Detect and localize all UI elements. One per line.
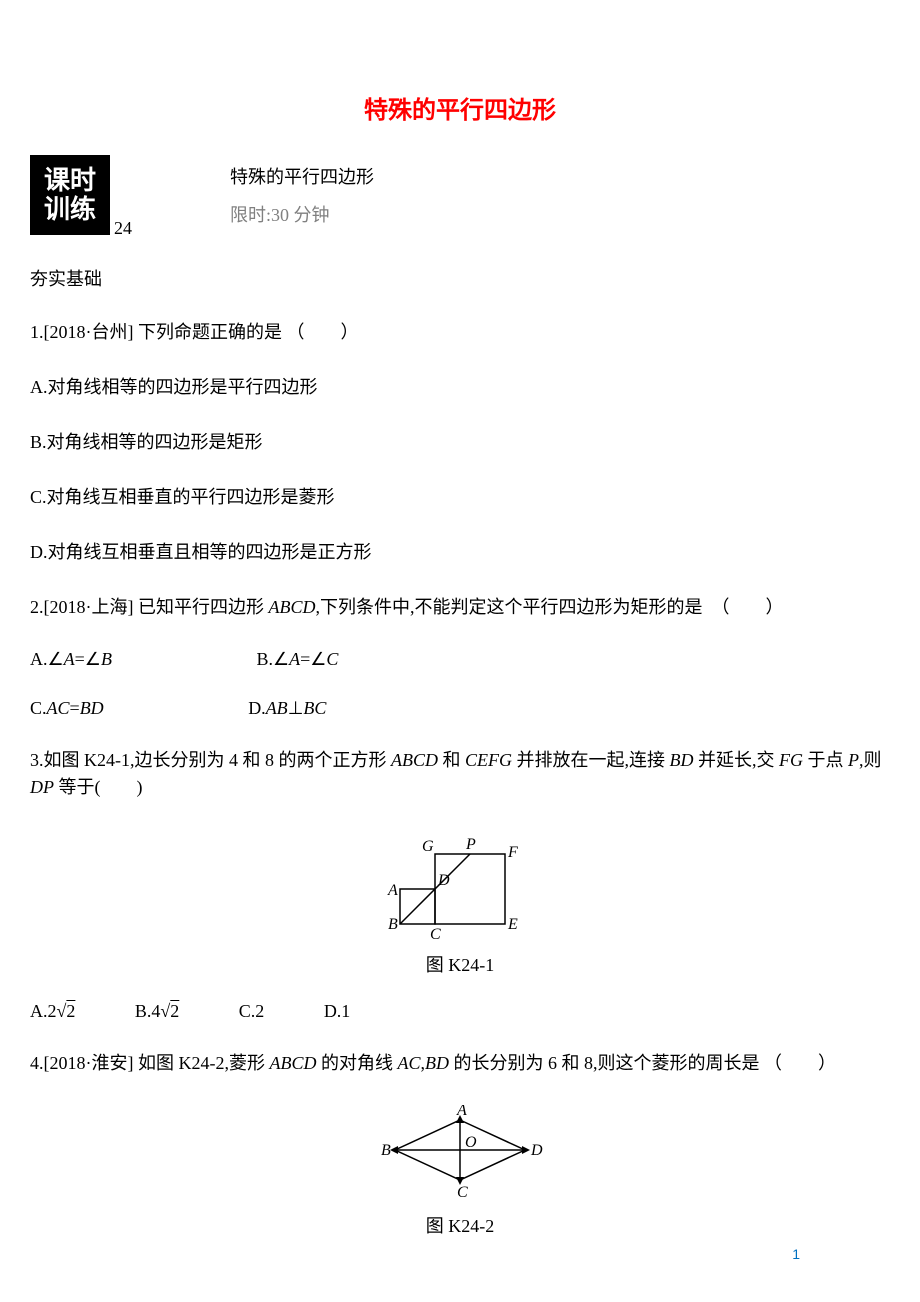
q3-p: P bbox=[848, 750, 859, 770]
figure-k24-2-caption: 图 K24-2 bbox=[30, 1212, 890, 1238]
q2-option-c: C.AC=BD bbox=[30, 698, 104, 719]
lesson-badge: 课时 训练 24 bbox=[30, 155, 110, 235]
q2a-var2: B bbox=[101, 649, 112, 669]
q3-s3: 并排放在一起,连接 bbox=[512, 750, 670, 770]
q3-s7: 等于( ) bbox=[54, 777, 143, 797]
header-row: 课时 训练 24 特殊的平行四边形 限时:30 分钟 bbox=[30, 155, 890, 235]
q2c-var1: AC bbox=[47, 698, 70, 718]
q4-abcd: ABCD bbox=[269, 1053, 316, 1073]
q4-stem: 4.[2018·淮安] 如图 K24-2,菱形 ABCD 的对角线 AC,BD … bbox=[30, 1050, 890, 1077]
fig2-label-D: D bbox=[530, 1142, 543, 1159]
badge-number: 24 bbox=[114, 219, 132, 239]
q3a-pre: A.2 bbox=[30, 1001, 57, 1021]
q4-s2: 的对角线 bbox=[316, 1053, 397, 1073]
q3a-sqrt-icon: √ bbox=[57, 1001, 67, 1021]
q3-option-a: A.2√2 bbox=[30, 1001, 75, 1022]
q2-stem-post: ,下列条件中,不能判定这个平行四边形为矩形的是 （ ） bbox=[315, 597, 783, 617]
q2-options-row1: A.∠A=∠B B.∠A=∠C bbox=[30, 649, 890, 670]
document-title: 特殊的平行四边形 bbox=[30, 90, 890, 125]
figure-k24-2-svg: A B C D O bbox=[375, 1105, 545, 1200]
figure-k24-1-caption: 图 K24-1 bbox=[30, 951, 890, 977]
q3b-pre: B.4 bbox=[135, 1001, 161, 1021]
q1-option-c: C.对角线互相垂直的平行四边形是菱形 bbox=[30, 484, 890, 511]
q1-stem: 1.[2018·台州] 下列命题正确的是 （ ） bbox=[30, 319, 890, 346]
page: 特殊的平行四边形 课时 训练 24 特殊的平行四边形 限时:30 分钟 夯实基础… bbox=[0, 0, 920, 1282]
q1-option-b: B.对角线相等的四边形是矩形 bbox=[30, 429, 890, 456]
q2-abcd: ABCD bbox=[268, 597, 315, 617]
fig1-label-C: C bbox=[430, 926, 441, 939]
q3-dp: DP bbox=[30, 777, 54, 797]
fig1-label-F: F bbox=[507, 844, 518, 861]
q3-options: A.2√2 B.4√2 C.2 D.1 bbox=[30, 1001, 890, 1022]
q4-ac: AC bbox=[397, 1053, 420, 1073]
q3b-sqrt-icon: √ bbox=[160, 1001, 170, 1021]
fig1-label-G: G bbox=[422, 838, 434, 855]
header-time-limit: 限时:30 分钟 bbox=[230, 201, 374, 227]
q2d-perp: ⊥ bbox=[288, 698, 304, 718]
badge-line2: 训练 bbox=[44, 195, 96, 224]
figure-k24-2: A B C D O bbox=[30, 1105, 890, 1200]
q2b-var1: A bbox=[289, 649, 300, 669]
fig2-label-B: B bbox=[381, 1142, 391, 1159]
q2a-pre: A.∠ bbox=[30, 649, 64, 669]
q2-option-a: A.∠A=∠B bbox=[30, 649, 112, 670]
q4-s1: 4.[2018·淮安] 如图 K24-2,菱形 bbox=[30, 1053, 269, 1073]
q2-stem: 2.[2018·上海] 已知平行四边形 ABCD,下列条件中,不能判定这个平行四… bbox=[30, 594, 890, 621]
header-topic: 特殊的平行四边形 bbox=[230, 163, 374, 189]
fig1-label-P: P bbox=[465, 836, 476, 853]
q3-s2: 和 bbox=[438, 750, 465, 770]
q2b-eq: =∠ bbox=[300, 649, 326, 669]
q3-bd: BD bbox=[670, 750, 694, 770]
q3-s4: 并延长,交 bbox=[694, 750, 780, 770]
q2d-var2: BC bbox=[303, 698, 326, 718]
q1-option-a: A.对角线相等的四边形是平行四边形 bbox=[30, 374, 890, 401]
q2a-eq: =∠ bbox=[75, 649, 101, 669]
q2-options-row2: C.AC=BD D.AB⊥BC bbox=[30, 698, 890, 719]
fig2-label-C: C bbox=[457, 1184, 468, 1200]
page-number: 1 bbox=[792, 1246, 800, 1262]
q2b-var2: C bbox=[326, 649, 338, 669]
q2-stem-pre: 2.[2018·上海] 已知平行四边形 bbox=[30, 597, 268, 617]
q3-stem: 3.如图 K24-1,边长分别为 4 和 8 的两个正方形 ABCD 和 CEF… bbox=[30, 747, 890, 801]
q3-s6: ,则 bbox=[859, 750, 882, 770]
q3-option-d: D.1 bbox=[324, 1001, 351, 1022]
q3-s5: 于点 bbox=[803, 750, 848, 770]
fig1-label-E: E bbox=[507, 916, 518, 933]
q2d-pre: D. bbox=[248, 698, 266, 718]
q3b-root: 2 bbox=[170, 1001, 179, 1021]
q3-fg: FG bbox=[779, 750, 803, 770]
q3-s1: 3.如图 K24-1,边长分别为 4 和 8 的两个正方形 bbox=[30, 750, 391, 770]
q2-option-d: D.AB⊥BC bbox=[248, 698, 326, 719]
badge-line1: 课时 bbox=[44, 166, 96, 195]
q4-bd: BD bbox=[425, 1053, 449, 1073]
q3-option-c: C.2 bbox=[239, 1001, 265, 1022]
fig1-label-A: A bbox=[387, 882, 398, 899]
q4-s4: 的长分别为 6 和 8,则这个菱形的周长是 （ ） bbox=[449, 1053, 836, 1073]
q3-option-b: B.4√2 bbox=[135, 1001, 179, 1022]
q1-option-d: D.对角线互相垂直且相等的四边形是正方形 bbox=[30, 539, 890, 566]
figure-k24-1: A B C D E F G P bbox=[30, 829, 890, 939]
header-text: 特殊的平行四边形 限时:30 分钟 bbox=[230, 155, 374, 227]
q2c-var2: BD bbox=[80, 698, 104, 718]
fig1-label-D: D bbox=[437, 872, 450, 889]
q2-option-b: B.∠A=∠C bbox=[256, 649, 338, 670]
section-label: 夯实基础 bbox=[30, 265, 890, 291]
q3-abcd: ABCD bbox=[391, 750, 438, 770]
q2c-pre: C. bbox=[30, 698, 47, 718]
q2d-var1: AB bbox=[266, 698, 288, 718]
fig2-label-O: O bbox=[465, 1134, 477, 1151]
q2c-eq: = bbox=[70, 698, 80, 718]
fig1-label-B: B bbox=[388, 916, 398, 933]
q2b-pre: B.∠ bbox=[256, 649, 289, 669]
q3a-root: 2 bbox=[66, 1001, 75, 1021]
q3-cefg: CEFG bbox=[465, 750, 512, 770]
fig2-label-A: A bbox=[456, 1105, 467, 1119]
q2a-var1: A bbox=[64, 649, 75, 669]
figure-k24-1-svg: A B C D E F G P bbox=[380, 829, 540, 939]
